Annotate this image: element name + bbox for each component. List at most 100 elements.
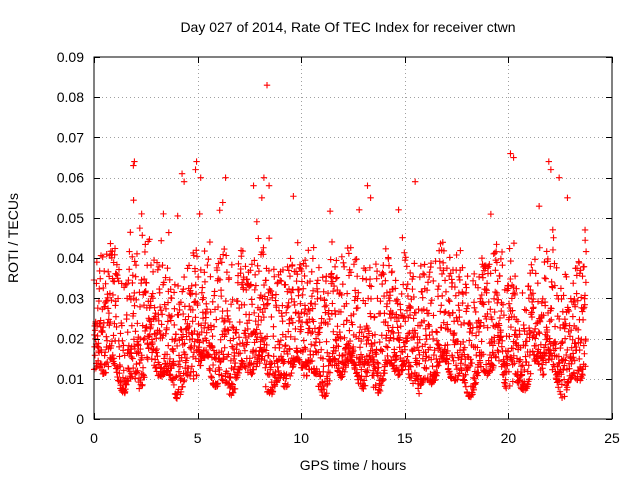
- data-point-marker: [567, 327, 575, 334]
- data-point-marker: [186, 322, 193, 330]
- data-point-marker: [296, 313, 304, 321]
- data-point-marker: [186, 372, 194, 380]
- data-point-marker: [379, 376, 387, 384]
- data-point-marker: [114, 275, 121, 282]
- data-point-marker: [246, 311, 253, 318]
- data-point-marker: [447, 270, 454, 277]
- data-point-marker: [179, 383, 186, 391]
- data-point-marker: [484, 310, 491, 318]
- y-tick-label: 0.04: [57, 250, 84, 266]
- data-point-marker: [401, 249, 408, 256]
- data-point-marker: [343, 300, 350, 307]
- data-point-marker: [324, 290, 332, 297]
- data-point-marker: [185, 313, 192, 320]
- data-point-marker: [574, 297, 581, 304]
- data-point-marker: [494, 278, 501, 285]
- plot-frame: [93, 56, 613, 420]
- x-tick-label: 20: [501, 430, 517, 446]
- data-point-marker: [527, 329, 535, 337]
- data-point-marker: [444, 347, 451, 355]
- data-point-marker: [193, 247, 200, 254]
- data-point-marker: [177, 388, 185, 396]
- data-point-marker: [372, 260, 380, 268]
- data-point-marker: [278, 312, 286, 320]
- data-point-marker: [385, 262, 393, 269]
- data-point-marker: [295, 310, 302, 317]
- data-point-marker: [189, 318, 196, 325]
- data-point-marker: [483, 287, 490, 294]
- data-point-marker: [433, 329, 441, 336]
- data-point-marker: [539, 365, 546, 372]
- data-point-marker: [148, 321, 155, 328]
- data-point-marker: [166, 276, 173, 284]
- data-point-marker: [225, 315, 232, 323]
- data-point-marker: [416, 322, 424, 329]
- data-point-marker: [557, 344, 564, 352]
- data-point-marker: [332, 347, 339, 355]
- data-point-marker: [310, 244, 317, 251]
- data-point-marker: [255, 235, 262, 242]
- data-point-marker: [549, 246, 557, 254]
- data-point-marker: [338, 352, 346, 360]
- data-point-marker: [582, 335, 589, 343]
- data-point-marker: [101, 303, 108, 310]
- data-point-marker: [297, 323, 304, 330]
- data-point-marker: [542, 275, 549, 282]
- data-point-marker: [550, 362, 558, 370]
- data-point-marker: [164, 318, 172, 325]
- data-point-marker: [416, 351, 423, 359]
- data-point-marker: [302, 262, 310, 270]
- data-point-marker: [94, 332, 101, 340]
- data-point-marker: [171, 321, 178, 329]
- data-point-marker: [178, 326, 185, 334]
- data-point-marker: [438, 324, 445, 331]
- data-point-marker: [382, 245, 389, 253]
- data-point-marker: [212, 368, 219, 375]
- data-point-marker: [221, 344, 228, 351]
- data-point-marker: [542, 341, 549, 349]
- data-point-marker: [219, 251, 227, 258]
- data-point-marker: [556, 315, 563, 323]
- data-point-marker: [407, 363, 414, 370]
- data-point-marker: [521, 366, 528, 374]
- data-point-marker: [421, 341, 429, 348]
- data-point-marker: [201, 247, 208, 255]
- data-point-marker: [192, 314, 199, 321]
- data-point-marker: [190, 368, 197, 375]
- data-point-marker: [505, 282, 512, 290]
- data-point-marker: [172, 374, 179, 381]
- data-point-marker: [438, 302, 445, 309]
- data-point-marker: [564, 346, 571, 354]
- data-point-marker: [250, 346, 257, 354]
- data-point-marker: [566, 365, 573, 372]
- data-point-marker: [253, 326, 260, 333]
- data-point-marker: [561, 335, 569, 342]
- data-point-marker: [406, 329, 413, 337]
- data-point-marker: [171, 305, 178, 312]
- data-point-marker: [482, 361, 490, 368]
- data-point-marker: [227, 301, 235, 308]
- data-point-marker: [252, 317, 259, 325]
- data-point-marker: [432, 328, 440, 335]
- data-point-marker: [274, 363, 281, 371]
- data-point-marker: [148, 355, 155, 363]
- data-point-marker: [263, 341, 270, 349]
- data-point-marker: [479, 274, 487, 281]
- data-point-marker: [248, 261, 256, 268]
- data-point-marker: [260, 174, 268, 181]
- data-point-marker: [162, 274, 169, 281]
- data-point-marker: [580, 342, 588, 349]
- data-point-marker: [254, 333, 261, 341]
- data-point-marker: [378, 382, 385, 389]
- data-point-marker: [375, 364, 382, 371]
- data-point-marker: [291, 335, 299, 343]
- data-point-marker: [153, 345, 161, 353]
- data-point-marker: [154, 353, 161, 360]
- data-point-marker: [265, 352, 272, 359]
- data-point-marker: [566, 333, 574, 340]
- data-point-marker: [156, 303, 164, 311]
- data-point-marker: [137, 345, 144, 353]
- y-tick-label: 0.08: [57, 89, 84, 105]
- data-point-marker: [517, 356, 524, 363]
- data-point-marker: [194, 336, 202, 343]
